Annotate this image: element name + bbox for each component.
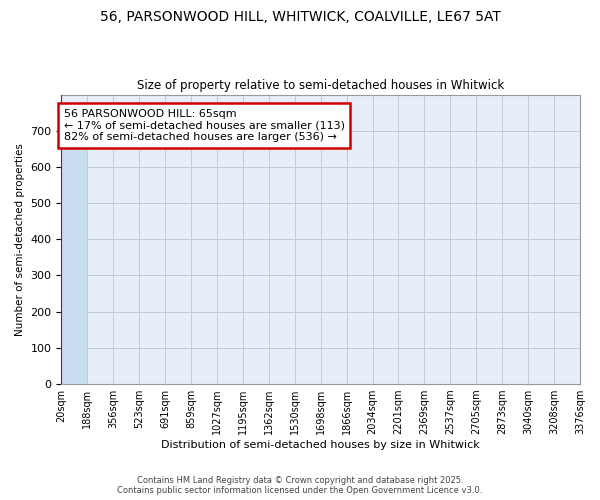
Y-axis label: Number of semi-detached properties: Number of semi-detached properties: [15, 143, 25, 336]
Bar: [61, 149, 88, 384]
Text: 56, PARSONWOOD HILL, WHITWICK, COALVILLE, LE67 5AT: 56, PARSONWOOD HILL, WHITWICK, COALVILLE…: [100, 10, 500, 24]
Title: Size of property relative to semi-detached houses in Whitwick: Size of property relative to semi-detach…: [137, 79, 505, 92]
Text: 56 PARSONWOOD HILL: 65sqm
← 17% of semi-detached houses are smaller (113)
82% of: 56 PARSONWOOD HILL: 65sqm ← 17% of semi-…: [64, 109, 345, 142]
X-axis label: Distribution of semi-detached houses by size in Whitwick: Distribution of semi-detached houses by …: [161, 440, 480, 450]
Text: Contains HM Land Registry data © Crown copyright and database right 2025.
Contai: Contains HM Land Registry data © Crown c…: [118, 476, 482, 495]
